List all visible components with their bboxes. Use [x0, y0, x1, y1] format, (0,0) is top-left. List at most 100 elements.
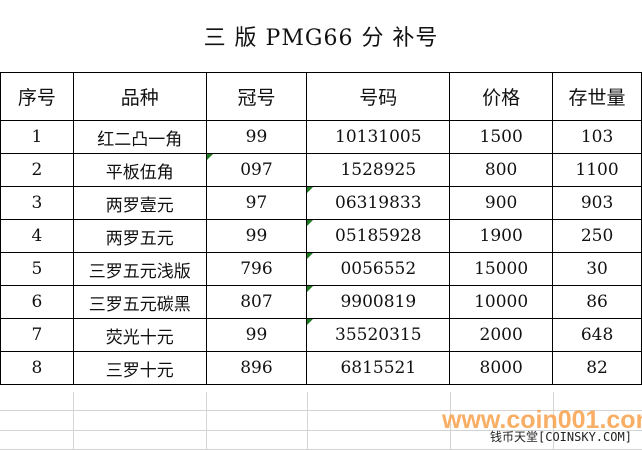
- column-header[interactable]: 品种: [72, 72, 207, 121]
- table-cell[interactable]: 99: [205, 219, 308, 253]
- cell-value: 1528925: [340, 160, 417, 180]
- table-cell[interactable]: 796: [205, 252, 308, 286]
- table-cell[interactable]: 903: [552, 186, 642, 220]
- cell-value: 35520315: [335, 325, 422, 345]
- table-cell[interactable]: 648: [552, 318, 642, 352]
- error-indicator-icon: [307, 187, 314, 193]
- cell-value: 5: [31, 259, 43, 279]
- header-row: 序号 品种 冠号 号码 价格 存世量: [0, 72, 642, 121]
- cell-value: 97: [245, 193, 268, 213]
- cell-value: 6: [31, 292, 43, 312]
- cell-value: 86: [586, 292, 608, 312]
- column-header[interactable]: 存世量: [552, 72, 642, 121]
- cell-value: 2000: [479, 325, 523, 345]
- cell-value: 三罗五元浅版: [88, 261, 191, 282]
- column-header[interactable]: 序号: [0, 72, 74, 121]
- table-cell[interactable]: 82: [552, 351, 642, 385]
- table-row: 2 平板伍角 097 1528925 800 1100: [0, 153, 642, 187]
- cell-value: 8000: [479, 358, 523, 378]
- cell-value: 99: [245, 226, 268, 246]
- cell-value: 荧光十元: [105, 327, 174, 348]
- cell-value: 三罗五元碳黑: [88, 294, 191, 315]
- table-cell[interactable]: 8: [0, 351, 74, 385]
- table-cell[interactable]: 35520315: [306, 318, 451, 352]
- table-cell[interactable]: 6: [0, 285, 74, 319]
- cell-value: 900: [484, 193, 518, 213]
- table-cell[interactable]: 103: [552, 120, 642, 154]
- table-cell[interactable]: 荧光十元: [72, 318, 207, 352]
- table-cell[interactable]: 10131005: [306, 120, 451, 154]
- cell-value: 2: [31, 160, 43, 180]
- cell-value: 10000: [474, 292, 529, 312]
- table-cell[interactable]: 896: [205, 351, 308, 385]
- data-table: 序号 品种 冠号 号码 价格 存世量 1 红二凸一角 99 10131005 1500 103 2 平板…: [0, 72, 642, 385]
- table-cell[interactable]: 2: [0, 153, 74, 187]
- table-cell[interactable]: 250: [552, 219, 642, 253]
- table-cell[interactable]: 86: [552, 285, 642, 319]
- cell-value: 807: [240, 292, 273, 312]
- error-indicator-icon: [206, 154, 213, 160]
- table-cell[interactable]: 1528925: [306, 153, 451, 187]
- table-cell[interactable]: 99: [205, 318, 308, 352]
- table-cell[interactable]: 8000: [449, 351, 554, 385]
- table-cell[interactable]: 三罗五元浅版: [72, 252, 207, 286]
- cell-value: 两罗五元: [105, 228, 174, 249]
- table-cell[interactable]: 7: [0, 318, 74, 352]
- cell-value: 1900: [479, 226, 523, 246]
- table-cell[interactable]: 30: [552, 252, 642, 286]
- cell-value: 1500: [479, 127, 523, 147]
- table-cell[interactable]: 97: [205, 186, 308, 220]
- cell-value: 903: [580, 193, 614, 213]
- cell-value: 800: [484, 160, 518, 180]
- table-cell[interactable]: 三罗十元: [72, 351, 207, 385]
- cell-value: 648: [580, 325, 614, 345]
- cell-value: 1: [31, 127, 43, 147]
- table-cell[interactable]: 10000: [449, 285, 554, 319]
- cell-value: 10131005: [335, 127, 422, 147]
- table-row: 6 三罗五元碳黑 807 9900819 10000 86: [0, 285, 642, 319]
- table-cell[interactable]: 三罗五元碳黑: [72, 285, 207, 319]
- table-cell[interactable]: 0056552: [306, 252, 451, 286]
- error-indicator-icon: [307, 220, 314, 226]
- table-cell[interactable]: 06319833: [306, 186, 451, 220]
- table-row: 8 三罗十元 896 6815521 8000 82: [0, 351, 642, 385]
- table-cell[interactable]: 800: [449, 153, 554, 187]
- column-header[interactable]: 冠号: [205, 72, 308, 121]
- table-row: 4 两罗五元 99 05185928 1900 250: [0, 219, 642, 253]
- table-cell[interactable]: 两罗壹元: [72, 186, 207, 220]
- table-cell[interactable]: 5: [0, 252, 74, 286]
- table-row: 7 荧光十元 99 35520315 2000 648: [0, 318, 642, 352]
- cell-value: 06319833: [335, 193, 422, 213]
- table-cell[interactable]: 两罗五元: [72, 219, 207, 253]
- column-header[interactable]: 价格: [449, 72, 554, 121]
- cell-value: 9900819: [340, 292, 417, 312]
- table-cell[interactable]: 900: [449, 186, 554, 220]
- table-cell[interactable]: 9900819: [306, 285, 451, 319]
- table-cell[interactable]: 红二凸一角: [72, 120, 207, 154]
- watermark-site: www.coin001.com: [442, 406, 642, 434]
- cell-value: 8: [31, 358, 43, 378]
- table-cell[interactable]: 4: [0, 219, 74, 253]
- table-cell[interactable]: 1100: [552, 153, 642, 187]
- cell-value: 250: [580, 226, 614, 246]
- cell-value: 796: [240, 259, 273, 279]
- error-indicator-icon: [307, 286, 314, 292]
- cell-value: 82: [586, 358, 608, 378]
- table-cell[interactable]: 15000: [449, 252, 554, 286]
- cell-value: 99: [245, 127, 268, 147]
- table-cell[interactable]: 3: [0, 186, 74, 220]
- table-cell[interactable]: 097: [205, 153, 308, 187]
- table-cell[interactable]: 807: [205, 285, 308, 319]
- table-cell[interactable]: 平板伍角: [72, 153, 207, 187]
- watermark-label: 钱币天堂[COINSKY.COM]: [490, 430, 632, 444]
- table-cell[interactable]: 1900: [449, 219, 554, 253]
- column-header[interactable]: 号码: [306, 72, 451, 121]
- table-cell[interactable]: 1500: [449, 120, 554, 154]
- cell-value: 1100: [575, 160, 619, 180]
- table-row: 1 红二凸一角 99 10131005 1500 103: [0, 120, 642, 154]
- table-cell[interactable]: 99: [205, 120, 308, 154]
- table-cell[interactable]: 1: [0, 120, 74, 154]
- table-cell[interactable]: 2000: [449, 318, 554, 352]
- table-cell[interactable]: 6815521: [306, 351, 451, 385]
- table-cell[interactable]: 05185928: [306, 219, 451, 253]
